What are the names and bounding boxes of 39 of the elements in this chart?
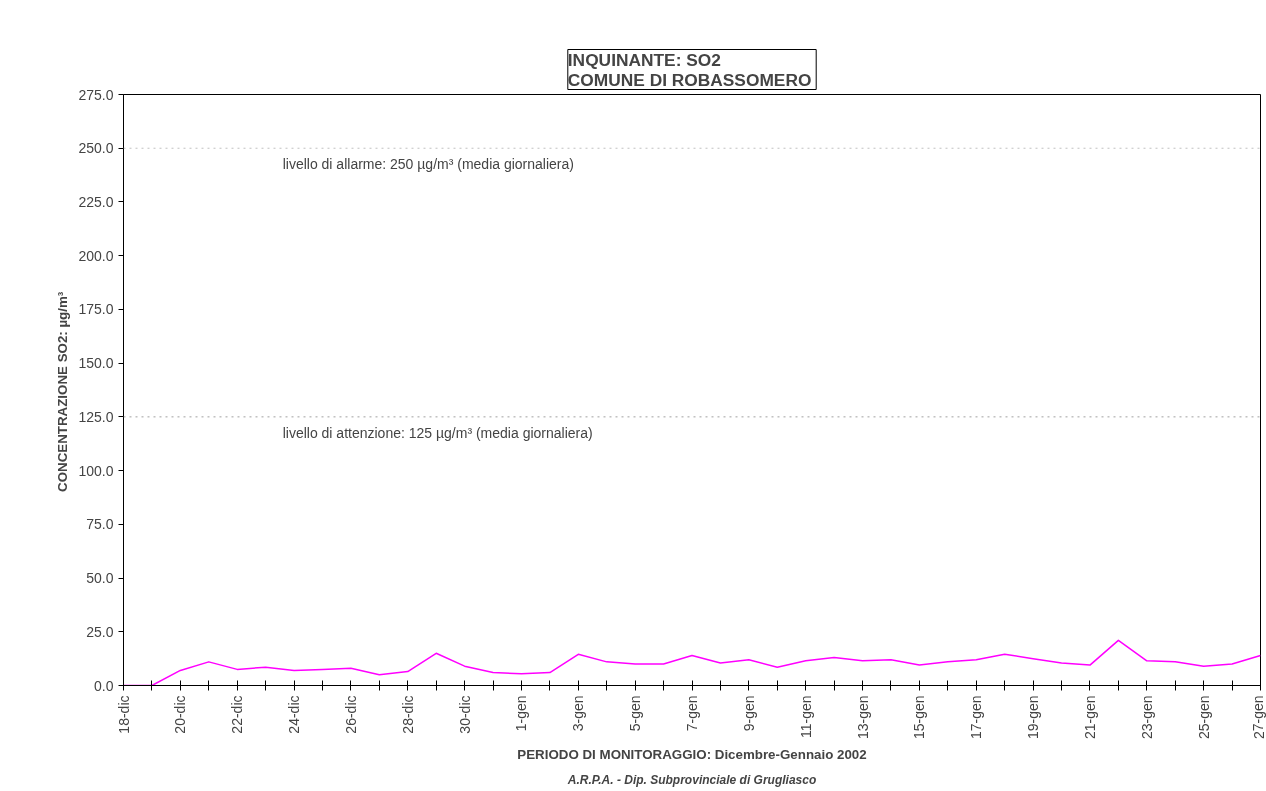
- x-tick-label: 25-gen: [1195, 695, 1212, 740]
- y-tick-label: 275.0: [78, 86, 114, 103]
- chart-title: INQUINANTE: SO2 COMUNE DI ROBASSOMERO: [567, 49, 812, 90]
- x-tick-label: 26-dic: [342, 695, 359, 734]
- y-tick-label: 0.0: [94, 677, 114, 694]
- x-tick-label: 21-gen: [1081, 695, 1098, 740]
- x-tick-label: 3-gen: [570, 695, 587, 732]
- x-tick-label: 7-gen: [684, 695, 700, 732]
- x-tick-label: 9-gen: [740, 695, 757, 732]
- y-tick-label: 25.0: [86, 623, 114, 640]
- x-tick-label: 15-gen: [911, 695, 928, 740]
- x-tick-label: 30-dic: [456, 695, 473, 734]
- ref-line-label: livello di allarme: 250 µg/m³ (media giornaliera): [282, 156, 574, 173]
- x-tick-label: 22-dic: [229, 695, 246, 734]
- y-tick-label: 75.0: [86, 516, 114, 533]
- text: A.R.P.A. - Dip. Subprovinciale di Grugliasco: [566, 772, 817, 787]
- x-axis-title: PERIODO DI MONITORAGGIO: Dicembre-Gennaio 2002: [517, 747, 867, 763]
- ref-line-label: livello di attenzione: 125 µg/m³ (media giornaliera): [282, 424, 593, 441]
- x-tick-label: 24-dic: [286, 695, 303, 734]
- x-tick-label: 17-gen: [968, 695, 985, 740]
- x-tick-label: 5-gen: [627, 695, 644, 732]
- y-tick-label: 250.0: [78, 140, 114, 157]
- x-tick-label: 13-gen: [854, 695, 871, 740]
- y-tick-label: 50.0: [86, 570, 114, 587]
- x-tick-label: 20-dic: [172, 695, 189, 734]
- y-tick-label: 175.0: [78, 301, 114, 318]
- y-tick-label: 200.0: [78, 247, 114, 264]
- y-axis-title: CONCENTRAZIONE SO2: µg/m³: [55, 291, 71, 492]
- x-tick-label: 27-gen: [1250, 695, 1266, 740]
- x-tick-label: 18-dic: [115, 695, 132, 734]
- x-tick-label: 28-dic: [399, 695, 416, 734]
- x-tick-label: 23-gen: [1138, 695, 1155, 740]
- y-tick-label: 225.0: [78, 193, 114, 210]
- y-tick-label: 125.0: [78, 408, 114, 425]
- y-tick-label: 150.0: [78, 355, 114, 372]
- y-tick-label: 100.0: [78, 462, 114, 479]
- x-tick-label: 11-gen: [797, 695, 814, 739]
- x-tick-label: 1-gen: [513, 695, 530, 732]
- x-tick-label: 19-gen: [1025, 695, 1042, 740]
